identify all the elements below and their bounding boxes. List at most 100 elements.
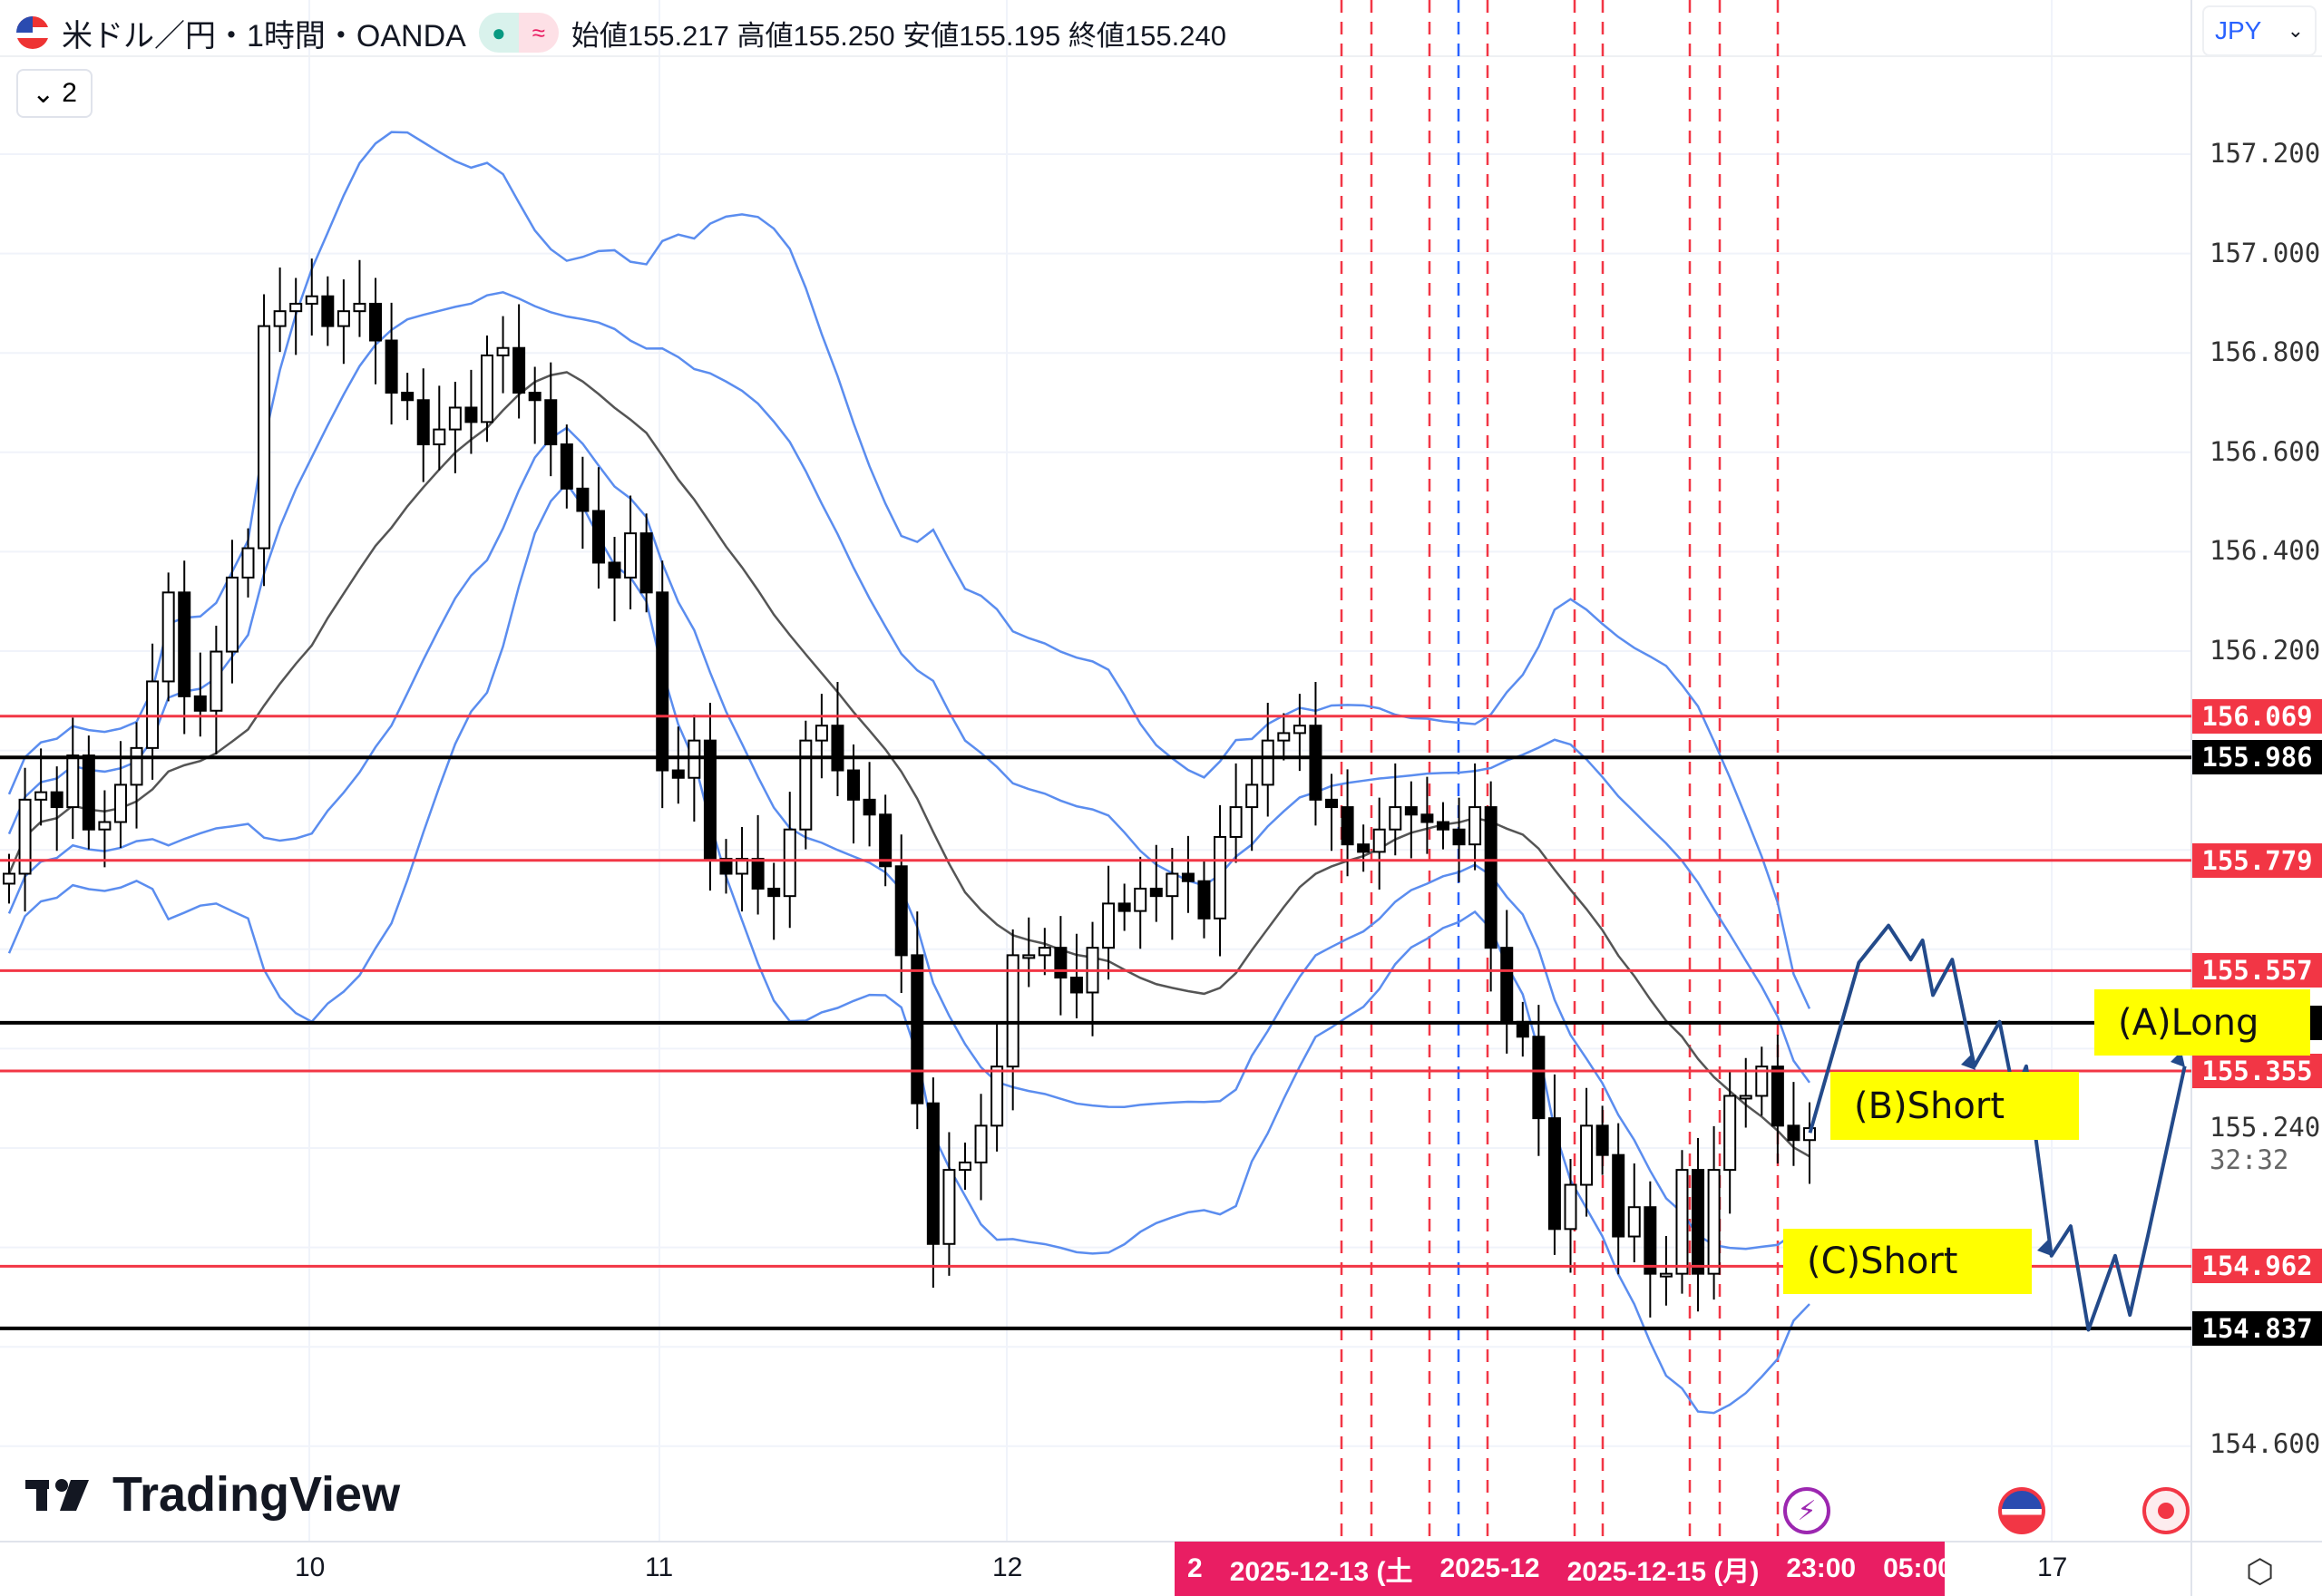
symbol-title[interactable]: 米ドル／円・1時間・OANDA bbox=[62, 18, 466, 54]
indicator-count: 2 bbox=[62, 78, 77, 108]
tradingview-logo[interactable]: TradingView bbox=[25, 1466, 400, 1523]
candle-up bbox=[1675, 1169, 1689, 1275]
candle-up bbox=[958, 1161, 971, 1172]
candle-down bbox=[847, 769, 861, 801]
candle-down bbox=[1692, 1169, 1705, 1275]
indicator-collapse-button[interactable]: ⌄ 2 bbox=[16, 69, 93, 118]
crosshair-label: 2025-12-15 (月) bbox=[1566, 1557, 1760, 1587]
candle-down bbox=[894, 865, 908, 957]
candle-up bbox=[496, 346, 510, 356]
current-price-label: 155.240 bbox=[2210, 1112, 2321, 1143]
candle-down bbox=[831, 725, 844, 772]
candle-up bbox=[1277, 732, 1291, 742]
bollinger-band bbox=[7, 290, 1811, 1084]
level-price-tag[interactable]: 155.986 bbox=[2192, 740, 2322, 775]
record-event-icon[interactable] bbox=[2142, 1487, 2190, 1534]
candle-down bbox=[1436, 821, 1449, 831]
candle-down bbox=[178, 591, 191, 697]
arrow-head-icon bbox=[1961, 1054, 1976, 1070]
candle-up bbox=[990, 1066, 1004, 1127]
candle-down bbox=[369, 302, 383, 342]
candle-down bbox=[703, 739, 717, 861]
crosshair-label: 2025-12 bbox=[1439, 1553, 1540, 1583]
candle-up bbox=[1134, 887, 1147, 912]
crosshair-label: 23:00 bbox=[1786, 1553, 1857, 1583]
candle-up bbox=[113, 783, 127, 823]
candle-up bbox=[1022, 954, 1036, 959]
level-price-tag[interactable]: 155.355 bbox=[2192, 1054, 2322, 1089]
candle-down bbox=[528, 392, 541, 402]
note-c-short[interactable]: (C)Short bbox=[1783, 1229, 2032, 1294]
candle-up bbox=[130, 746, 143, 786]
level-price-tag[interactable]: 154.962 bbox=[2192, 1249, 2322, 1284]
candle-up bbox=[736, 858, 749, 875]
candle-down bbox=[1771, 1066, 1784, 1127]
time-label: 17 bbox=[2037, 1552, 2068, 1582]
note-b-short[interactable]: (B)Short bbox=[1830, 1072, 2079, 1140]
chevron-down-icon: ⌄ bbox=[32, 78, 55, 109]
tradingview-logo-icon bbox=[25, 1479, 89, 1511]
crosshair-label: 2 bbox=[1187, 1553, 1203, 1583]
market-open-dot-icon: ● bbox=[478, 13, 519, 53]
candle-up bbox=[210, 650, 223, 712]
bollinger-band bbox=[7, 131, 1811, 1009]
note-a-long[interactable]: (A)Long bbox=[2094, 989, 2310, 1056]
candle-down bbox=[1325, 798, 1339, 809]
usd-jpy-flag-icon bbox=[16, 16, 49, 49]
candle-up bbox=[1389, 806, 1402, 831]
candle-up bbox=[146, 680, 160, 749]
crosshair-label: 2025-12-13 (土 bbox=[1229, 1557, 1413, 1587]
candle-up bbox=[1293, 725, 1306, 735]
candle-up bbox=[815, 725, 828, 742]
candle-down bbox=[767, 887, 781, 898]
candle-down bbox=[560, 443, 573, 490]
us-flag-event-icon[interactable] bbox=[1998, 1487, 2045, 1534]
candle-up bbox=[1723, 1095, 1737, 1172]
candle-down bbox=[1420, 813, 1434, 823]
candle-up bbox=[1214, 835, 1227, 920]
crosshair-label: 05:00 bbox=[1883, 1553, 1945, 1583]
currency-select[interactable]: JPY ⌄ bbox=[2202, 5, 2317, 56]
candle-up bbox=[98, 821, 112, 831]
candle-up bbox=[1245, 783, 1259, 809]
lightning-event-icon[interactable]: ⚡ bbox=[1783, 1487, 1830, 1534]
candle-up bbox=[1755, 1066, 1769, 1097]
candle-up bbox=[1372, 828, 1386, 853]
candle-down bbox=[1117, 902, 1131, 912]
candle-up bbox=[1564, 1183, 1577, 1231]
brand-name: TradingView bbox=[112, 1467, 401, 1522]
candle-down bbox=[879, 813, 893, 868]
level-price-tag[interactable]: 154.837 bbox=[2192, 1310, 2322, 1346]
chevron-down-icon: ⌄ bbox=[2287, 19, 2304, 42]
candle-up bbox=[624, 532, 638, 579]
symbol-legend: 米ドル／円・1時間・OANDA ● ≈ 始値155.217 高値155.250 … bbox=[16, 9, 1226, 56]
candle-down bbox=[512, 346, 526, 394]
level-price-tag[interactable]: 155.557 bbox=[2192, 953, 2322, 988]
candle-down bbox=[911, 954, 924, 1105]
low-label: 安値 bbox=[902, 19, 960, 52]
high-label: 高値 bbox=[737, 19, 794, 52]
data-delay-icon: ≈ bbox=[518, 13, 559, 53]
candle-down bbox=[1452, 828, 1466, 846]
level-price-tag[interactable]: 155.779 bbox=[2192, 842, 2322, 878]
crosshair-time-labels: 2 2025-12-13 (土 2025-12 2025-12-15 (月) 2… bbox=[1175, 1542, 1945, 1596]
candle-down bbox=[1532, 1036, 1546, 1120]
candle-up bbox=[448, 406, 462, 431]
candle-up bbox=[1038, 947, 1051, 957]
level-price-tag[interactable]: 156.069 bbox=[2192, 698, 2322, 734]
candle-down bbox=[416, 399, 430, 446]
time-label: 10 bbox=[295, 1552, 326, 1582]
price-tick: 157.200 bbox=[2210, 138, 2321, 169]
settings-icon[interactable]: ⬡ bbox=[2246, 1552, 2275, 1590]
candle-up bbox=[34, 791, 48, 801]
candle-up bbox=[1006, 954, 1020, 1068]
candle-up bbox=[1166, 872, 1179, 898]
market-status[interactable]: ● ≈ bbox=[478, 13, 559, 53]
candle-up bbox=[353, 302, 366, 313]
candle-down bbox=[576, 487, 590, 512]
candle-down bbox=[1149, 887, 1163, 898]
candle-up bbox=[1229, 806, 1243, 838]
candle-down bbox=[863, 798, 876, 816]
candle-up bbox=[783, 828, 796, 898]
